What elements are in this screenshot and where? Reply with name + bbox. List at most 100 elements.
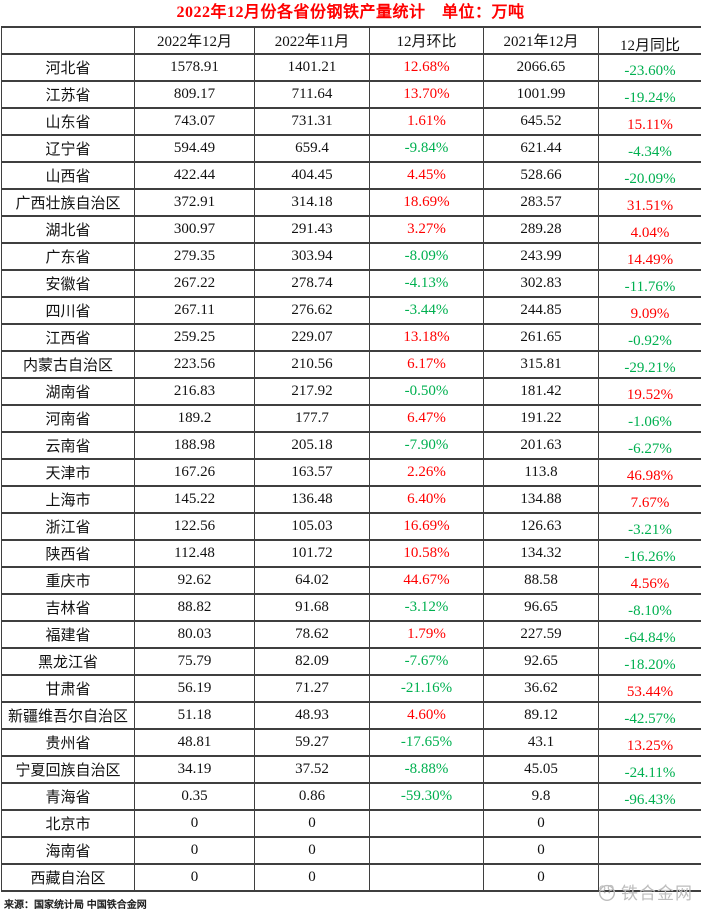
nov-2022-cell: 101.72 xyxy=(254,539,370,568)
table-row: 河北省 1578.91 1401.21 12.68% 2066.65 -23.60% xyxy=(1,53,701,82)
yoy-change-cell: -96.43% xyxy=(598,782,701,811)
dec-2022-cell: 267.22 xyxy=(134,269,255,298)
dec-2022-cell: 145.22 xyxy=(134,485,255,514)
yoy-change-cell: -29.21% xyxy=(598,350,701,379)
dec-2022-cell: 259.25 xyxy=(134,323,255,352)
table-row: 山西省 422.44 404.45 4.45% 528.66 -20.09% xyxy=(1,161,701,190)
dec-2021-cell: 181.42 xyxy=(483,377,599,406)
dec-2021-cell: 2066.65 xyxy=(483,53,599,82)
yoy-change-cell: 53.44% xyxy=(598,674,701,703)
column-header: 2022年11月 xyxy=(254,26,370,55)
table-row: 天津市 167.26 163.57 2.26% 113.8 46.98% xyxy=(1,458,701,487)
dec-2021-cell: 1001.99 xyxy=(483,80,599,109)
dec-2021-cell: 43.1 xyxy=(483,728,599,757)
province-cell: 山东省 xyxy=(1,107,135,136)
yoy-change-cell: 13.25% xyxy=(598,728,701,757)
mom-change-cell: 1.79% xyxy=(369,620,484,649)
header-row: 2022年12月 2022年11月 12月环比 2021年12月 12月同比 xyxy=(1,26,701,55)
mom-change-cell: -0.50% xyxy=(369,377,484,406)
dec-2022-cell: 300.97 xyxy=(134,215,255,244)
table-row: 新疆维吾尔自治区 51.18 48.93 4.60% 89.12 -42.57% xyxy=(1,701,701,730)
province-cell: 黑龙江省 xyxy=(1,647,135,676)
mom-change-cell: -8.09% xyxy=(369,242,484,271)
mom-change-cell: -9.84% xyxy=(369,134,484,163)
province-cell: 江苏省 xyxy=(1,80,135,109)
table-row: 河南省 189.2 177.7 6.47% 191.22 -1.06% xyxy=(1,404,701,433)
yoy-change-cell: 4.56% xyxy=(598,566,701,595)
nov-2022-cell: 404.45 xyxy=(254,161,370,190)
province-cell: 贵州省 xyxy=(1,728,135,757)
nov-2022-cell: 1401.21 xyxy=(254,53,370,82)
table-row: 吉林省 88.82 91.68 -3.12% 96.65 -8.10% xyxy=(1,593,701,622)
dec-2021-cell: 36.62 xyxy=(483,674,599,703)
table-row: 北京市 0 0 0 xyxy=(1,809,701,838)
mom-change-cell: 13.18% xyxy=(369,323,484,352)
table-row: 四川省 267.11 276.62 -3.44% 244.85 9.09% xyxy=(1,296,701,325)
dec-2022-cell: 75.79 xyxy=(134,647,255,676)
dec-2021-cell: 621.44 xyxy=(483,134,599,163)
mom-change-cell: -8.88% xyxy=(369,755,484,784)
dec-2021-cell: 315.81 xyxy=(483,350,599,379)
yoy-change-cell: 15.11% xyxy=(598,107,701,136)
table-row: 宁夏回族自治区 34.19 37.52 -8.88% 45.05 -24.11% xyxy=(1,755,701,784)
province-cell: 河南省 xyxy=(1,404,135,433)
mom-change-cell: -3.44% xyxy=(369,296,484,325)
nov-2022-cell: 303.94 xyxy=(254,242,370,271)
column-header xyxy=(1,26,135,55)
province-cell: 江西省 xyxy=(1,323,135,352)
yoy-change-cell: 4.04% xyxy=(598,215,701,244)
table-row: 广西壮族自治区 372.91 314.18 18.69% 283.57 31.51% xyxy=(1,188,701,217)
table-row: 海南省 0 0 0 xyxy=(1,836,701,865)
table-row: 贵州省 48.81 59.27 -17.65% 43.1 13.25% xyxy=(1,728,701,757)
dec-2021-cell: 126.63 xyxy=(483,512,599,541)
province-cell: 新疆维吾尔自治区 xyxy=(1,701,135,730)
dec-2021-cell: 244.85 xyxy=(483,296,599,325)
mom-change-cell: -17.65% xyxy=(369,728,484,757)
mom-change-cell: 2.26% xyxy=(369,458,484,487)
province-cell: 北京市 xyxy=(1,809,135,838)
province-cell: 陕西省 xyxy=(1,539,135,568)
table-row: 江苏省 809.17 711.64 13.70% 1001.99 -19.24% xyxy=(1,80,701,109)
nov-2022-cell: 659.4 xyxy=(254,134,370,163)
dec-2022-cell: 216.83 xyxy=(134,377,255,406)
province-cell: 浙江省 xyxy=(1,512,135,541)
mom-change-cell: -4.13% xyxy=(369,269,484,298)
table-row: 辽宁省 594.49 659.4 -9.84% 621.44 -4.34% xyxy=(1,134,701,163)
table-row: 内蒙古自治区 223.56 210.56 6.17% 315.81 -29.21% xyxy=(1,350,701,379)
yoy-change-cell: -20.09% xyxy=(598,161,701,190)
table-row: 江西省 259.25 229.07 13.18% 261.65 -0.92% xyxy=(1,323,701,352)
yoy-change-cell: -11.76% xyxy=(598,269,701,298)
province-cell: 上海市 xyxy=(1,485,135,514)
nov-2022-cell: 163.57 xyxy=(254,458,370,487)
dec-2021-cell: 0 xyxy=(483,836,599,865)
mom-change-cell: 12.68% xyxy=(369,53,484,82)
table-row: 陕西省 112.48 101.72 10.58% 134.32 -16.26% xyxy=(1,539,701,568)
table-row: 福建省 80.03 78.62 1.79% 227.59 -64.84% xyxy=(1,620,701,649)
yoy-change-cell: 7.67% xyxy=(598,485,701,514)
dec-2022-cell: 279.35 xyxy=(134,242,255,271)
dec-2021-cell: 283.57 xyxy=(483,188,599,217)
table-row: 湖南省 216.83 217.92 -0.50% 181.42 19.52% xyxy=(1,377,701,406)
yoy-change-cell: 46.98% xyxy=(598,458,701,487)
mom-change-cell: 4.45% xyxy=(369,161,484,190)
table-row: 山东省 743.07 731.31 1.61% 645.52 15.11% xyxy=(1,107,701,136)
mom-change-cell: -7.90% xyxy=(369,431,484,460)
dec-2021-cell: 227.59 xyxy=(483,620,599,649)
mom-change-cell: 1.61% xyxy=(369,107,484,136)
mom-change-cell: 6.47% xyxy=(369,404,484,433)
dec-2021-cell: 96.65 xyxy=(483,593,599,622)
yoy-change-cell: -19.24% xyxy=(598,80,701,109)
mom-change-cell xyxy=(369,809,484,838)
dec-2021-cell: 88.58 xyxy=(483,566,599,595)
yoy-change-cell: 31.51% xyxy=(598,188,701,217)
nov-2022-cell: 0.86 xyxy=(254,782,370,811)
dec-2021-cell: 89.12 xyxy=(483,701,599,730)
dec-2021-cell: 113.8 xyxy=(483,458,599,487)
mom-change-cell: 44.67% xyxy=(369,566,484,595)
nov-2022-cell: 229.07 xyxy=(254,323,370,352)
nov-2022-cell: 0 xyxy=(254,809,370,838)
nov-2022-cell: 0 xyxy=(254,863,370,892)
yoy-change-cell: -6.27% xyxy=(598,431,701,460)
source-note: 来源：国家统计局 中国铁合金网 xyxy=(4,900,147,911)
nov-2022-cell: 276.62 xyxy=(254,296,370,325)
